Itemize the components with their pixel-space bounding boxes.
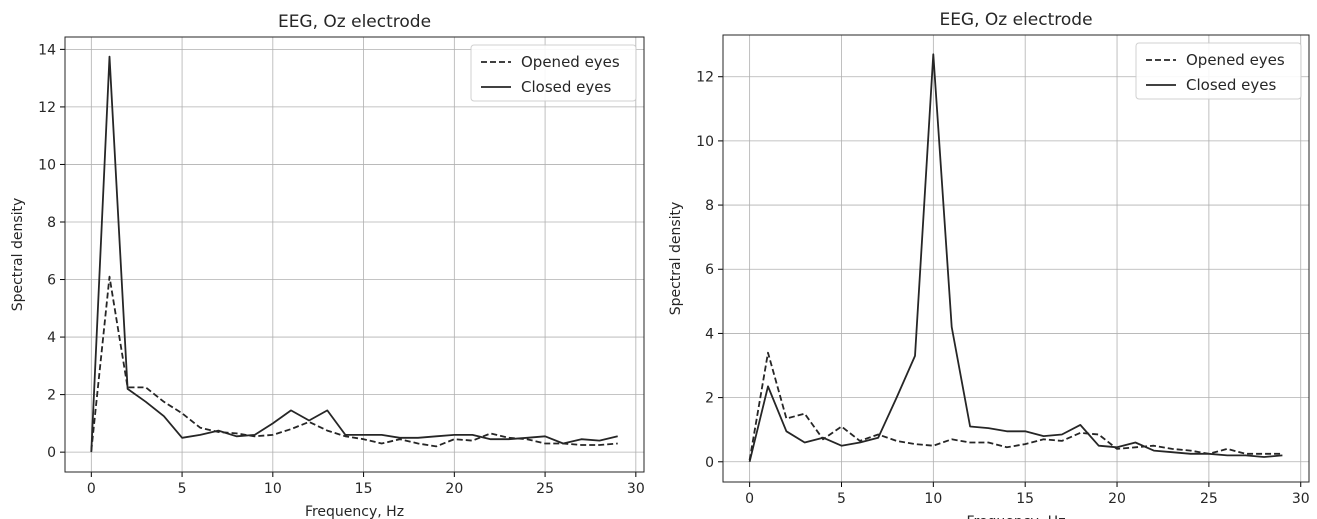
x-tick-label: 0 [745,491,754,507]
x-axis-label: Frequency, Hz [305,504,404,519]
y-tick-label: 2 [47,388,56,404]
x-tick-label: 5 [837,491,846,507]
y-tick-label: 6 [705,262,714,278]
chart-panel-1: 0 5 10 15 20 25 30 0 2 4 6 8 10 12 14 EEG, Oz electrode… [10,12,645,519]
y-tick-label: 8 [47,215,56,231]
legend: Opened eyes Closed eyes [470,44,637,102]
grid [65,37,644,472]
y-tick-label: 4 [705,326,714,342]
x-tick-label: 25 [1200,491,1218,507]
x-tick-label: 15 [355,481,373,497]
legend: Opened eyes Closed eyes [1135,42,1302,100]
x-axis-label: Frequency, Hz [966,514,1065,519]
y-tick-label: 8 [705,198,714,214]
x-tick-label: 0 [87,481,96,497]
y-axis-label: Spectral density [10,198,26,312]
y-tick-label: 10 [696,134,714,150]
legend-label: Opened eyes [1186,51,1285,69]
y-tick-label: 6 [47,273,56,289]
legend-frame [1135,42,1302,100]
y-axis-label: Spectral density [668,202,684,316]
x-tick-label: 15 [1016,491,1034,507]
y-tick-label: 10 [38,157,56,173]
y-tick-label: 12 [38,100,56,116]
series-line-opened-eyes [90,275,618,451]
series-line-closed-eyes [90,55,618,453]
series-line-opened-eyes [748,351,1283,461]
legend-label: Closed eyes [1186,76,1276,94]
x-tick-label: 10 [924,491,942,507]
grid [723,35,1309,482]
x-tick-label: 20 [1108,491,1126,507]
x-tick-label: 5 [178,481,187,497]
y-tick-label: 2 [705,391,714,407]
series-line-closed-eyes [748,53,1283,463]
y-tick-label: 0 [47,445,56,461]
x-tick-label: 20 [445,481,463,497]
plot-frame [64,36,645,473]
chart-title: EEG, Oz electrode [278,12,431,32]
legend-frame [470,44,637,102]
x-tick-label: 10 [264,481,282,497]
y-tick-label: 12 [696,70,714,86]
legend-label: Closed eyes [521,78,611,96]
legend-label: Opened eyes [521,53,620,71]
y-tick-label: 4 [47,330,56,346]
plot-frame [722,34,1310,483]
y-tick-label: 0 [705,455,714,471]
x-tick-label: 30 [1292,491,1310,507]
chart-title: EEG, Oz electrode [939,10,1092,30]
x-tick-label: 30 [627,481,645,497]
x-tick-label: 25 [536,481,554,497]
chart-panel-2: 0 5 10 15 20 25 30 0 2 4 6 8 10 12 EEG, Oz electrode Fr… [668,10,1310,519]
y-tick-label: 14 [38,42,56,58]
